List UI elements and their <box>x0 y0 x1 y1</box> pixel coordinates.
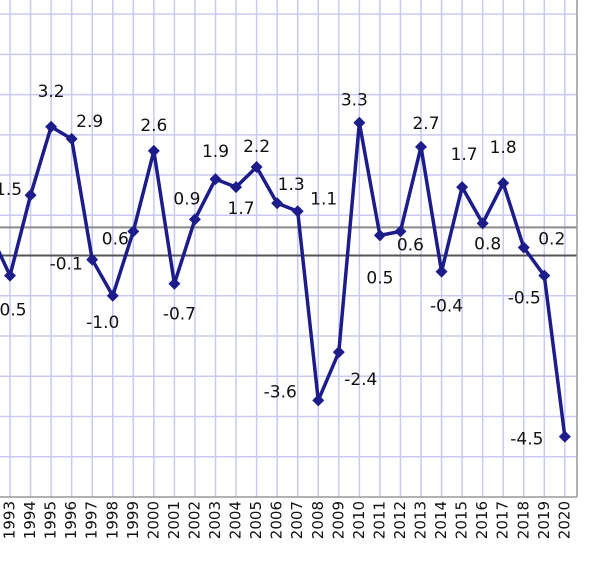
x-tick-label: 2002 <box>185 501 203 539</box>
data-label: -0.5 <box>508 289 541 309</box>
x-tick-label: 2020 <box>555 501 573 539</box>
data-label: -4.5 <box>510 430 543 450</box>
marker <box>168 277 181 290</box>
data-label: 3.2 <box>38 82 65 102</box>
x-tick-label: 2015 <box>453 501 471 539</box>
data-label: 0.8 <box>474 234 501 254</box>
data-label: 1.3 <box>278 175 305 195</box>
x-tick-label: 2010 <box>350 501 368 539</box>
data-label: -0.1 <box>50 255 83 275</box>
data-label: 3.3 <box>341 91 368 111</box>
x-tick-label: 2003 <box>206 501 224 539</box>
x-tick-label: 2017 <box>494 501 512 539</box>
marker <box>517 241 530 254</box>
marker <box>230 181 243 194</box>
marker <box>86 253 99 266</box>
x-tick-label: 2011 <box>370 501 388 539</box>
marker <box>24 189 37 202</box>
marker <box>332 346 345 359</box>
marker <box>353 116 366 129</box>
data-label: 1.9 <box>202 142 229 162</box>
marker <box>45 120 58 133</box>
data-label: 1.5 <box>0 180 22 200</box>
data-label: 2.2 <box>243 137 270 157</box>
x-tick-label: 2000 <box>144 501 162 539</box>
marker <box>415 140 427 153</box>
x-tick-label: 2007 <box>288 501 306 539</box>
marker <box>456 181 469 194</box>
x-tick-label: 1995 <box>42 501 60 539</box>
data-label: -0.4 <box>430 297 463 317</box>
x-tick-label: 1993 <box>1 501 19 539</box>
marker <box>476 217 489 230</box>
x-tick-label: 2001 <box>165 501 183 539</box>
marker <box>435 265 448 278</box>
data-label: 0.2 <box>538 229 565 249</box>
data-label: 1.7 <box>228 199 255 219</box>
marker <box>312 394 325 407</box>
marker <box>558 430 571 443</box>
x-tick-label: 2016 <box>473 501 491 539</box>
data-label: -0.7 <box>163 305 196 325</box>
marker <box>147 144 160 157</box>
x-tick-label: 1998 <box>103 501 121 539</box>
x-tick-label: 2018 <box>514 501 532 539</box>
data-label: 2.6 <box>140 116 167 136</box>
x-tick-label: 2009 <box>329 501 347 539</box>
x-tick-label: 2008 <box>309 501 327 539</box>
marker <box>250 161 263 174</box>
x-tick-label: 1994 <box>21 501 39 539</box>
data-label: 0.5 <box>366 268 393 288</box>
data-label: 0.6 <box>397 235 424 255</box>
marker <box>373 229 386 242</box>
x-tick-label: 2013 <box>412 501 430 539</box>
marker <box>106 289 119 302</box>
marker <box>4 269 16 282</box>
x-tick-label: 2005 <box>247 501 265 539</box>
x-tick-label: 2019 <box>535 501 553 539</box>
marker <box>394 225 407 238</box>
data-label: -2.4 <box>344 370 377 390</box>
x-tick-label: 2012 <box>391 501 409 539</box>
marker <box>188 213 201 226</box>
x-tick-label: 2004 <box>227 501 245 539</box>
data-label: 1.7 <box>451 145 478 165</box>
data-label: 2.7 <box>412 114 439 134</box>
x-tick-label: 2014 <box>432 501 450 539</box>
data-label: -1.0 <box>86 313 119 333</box>
x-tick-label: 1999 <box>124 501 142 539</box>
data-label: 1.8 <box>490 138 517 158</box>
data-label: 0.6 <box>102 229 129 249</box>
marker <box>127 225 140 238</box>
marker <box>65 132 78 145</box>
data-label: 0.9 <box>173 189 200 209</box>
x-tick-label: 1996 <box>62 501 80 539</box>
data-label: -0.5 <box>0 301 27 321</box>
marker <box>271 197 284 210</box>
x-tick-label: 1997 <box>83 501 101 539</box>
marker <box>209 173 222 186</box>
data-label: -3.6 <box>264 382 297 402</box>
marker <box>538 269 551 282</box>
data-label: 2.9 <box>76 112 103 132</box>
marker <box>497 177 510 190</box>
marker <box>291 205 304 218</box>
x-tick-label: 2006 <box>268 501 286 539</box>
data-label: 1.1 <box>310 189 337 209</box>
